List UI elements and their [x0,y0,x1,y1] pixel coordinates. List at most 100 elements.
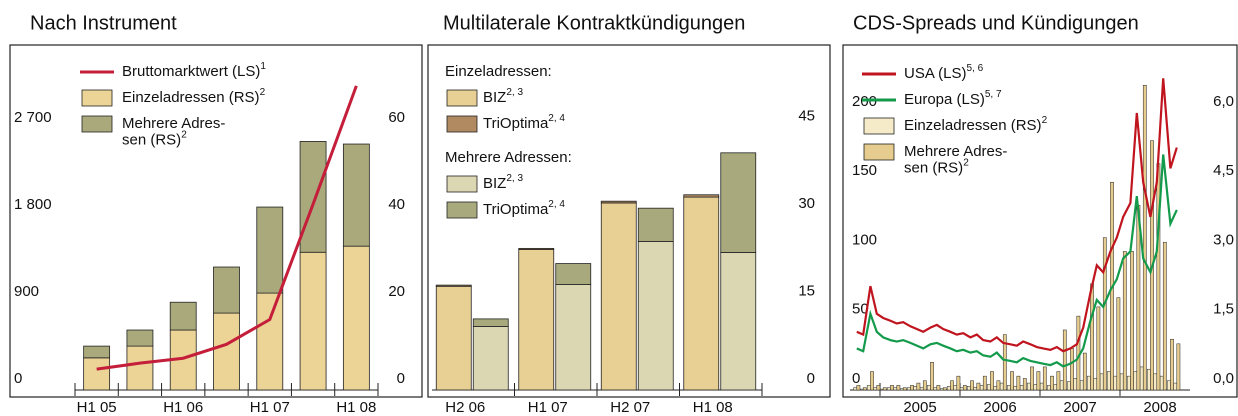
legend-heading: Mehrere Adressen: [445,149,572,166]
bar [1019,385,1024,391]
legend-footnote: 2 [1042,115,1048,126]
bar-segment [213,312,240,391]
bar [1073,378,1078,391]
bar [1053,384,1058,391]
bar [890,385,894,391]
x-tick-label: 2007 [1063,399,1096,416]
bar [993,386,998,391]
legend-label: Bruttomarktwert (LS)1 [122,61,266,80]
x-tick-label: 2006 [983,399,1016,416]
y2-tick-label: 20 [388,283,405,300]
bar [879,388,884,391]
bar [1086,375,1091,391]
bar [930,362,934,391]
bar [962,385,967,391]
bar [1070,348,1074,391]
bar [1046,385,1051,391]
bar [916,382,921,391]
bar-segment [126,345,154,391]
legend-label: TriOptima2, 4 [483,199,565,218]
bar-segment [720,152,757,253]
bar [1059,380,1064,391]
bar [990,371,994,391]
legend-swatch [446,115,478,133]
bar [1096,306,1101,391]
legend-swatch [446,175,478,193]
bar [856,385,861,391]
x-tick-label: H1 06 [163,399,203,416]
bar-segment [299,141,327,253]
legend-swatch [446,89,478,107]
bar-segment [83,357,111,391]
bar [1176,343,1181,391]
legend-label: Europa (LS)5, 7 [904,89,1002,108]
bar [936,385,941,391]
bar-segment [472,326,509,391]
bar [946,386,951,391]
bar [959,387,964,391]
bar [1093,378,1098,391]
bar [1153,373,1158,391]
y2-tick-label: 40 [388,196,405,213]
bar-segment [555,263,592,285]
bar [1039,382,1044,391]
y-tick-label: 0 [14,370,22,387]
bar [950,380,954,391]
bar [970,380,974,391]
bar [1146,368,1151,391]
y-tick-label: 900 [14,283,39,300]
legend-footnote: 2, 3 [506,87,523,98]
y-tick-label: 0 [807,370,815,387]
y2-tick-label: 6,0 [1213,93,1234,110]
bar [1119,373,1124,391]
x-tick-label: H1 07 [250,399,290,416]
bar-segment [342,245,370,391]
legend-footnote: 2 [963,158,969,169]
bar [882,387,887,391]
y-tick-label: 45 [798,108,815,125]
bar [873,387,878,391]
legend-footnote: 2 [260,87,266,98]
y-tick-label: 150 [852,162,877,179]
y2-tick-label: 1,5 [1213,301,1234,318]
bar [896,385,901,391]
panel-title: Multilaterale Kontraktkündigungen [443,12,745,34]
bar [1066,381,1071,391]
bar [870,371,874,391]
bar-segment [213,266,240,314]
bar [933,387,938,391]
y-tick-label: 15 [798,283,815,300]
legend-footnote: 2 [181,130,187,141]
bar [976,382,981,391]
bar [1030,366,1034,391]
bar [982,375,987,391]
legend-label: BIZ2, 3 [483,173,523,192]
y2-tick-label: 0 [397,370,405,387]
legend-footnote: 2, 4 [548,199,565,210]
bar [1116,297,1121,391]
bar [1056,371,1061,391]
x-tick-label: H2 07 [610,399,650,416]
bar [942,387,947,391]
legend-footnote: 1 [260,61,266,72]
bar [919,387,924,391]
bar [1106,371,1111,391]
bar [979,385,984,391]
y2-tick-label: 0,0 [1213,370,1234,387]
bar [886,387,891,391]
bar [1022,378,1027,391]
legend-swatch [863,117,895,135]
bar [893,387,898,391]
bar [973,386,978,391]
panel-title: CDS-Spreads und Kündigungen [853,12,1139,34]
bar-segment [637,207,674,242]
bar [1026,382,1031,391]
bar [906,387,911,391]
x-tick-label: H2 06 [445,399,485,416]
bar [1010,371,1014,391]
line-series [856,154,1178,368]
bar [1102,237,1107,391]
y-tick-label: 50 [852,301,869,318]
legend-label: TriOptima2, 4 [483,113,565,132]
bar [926,385,931,391]
